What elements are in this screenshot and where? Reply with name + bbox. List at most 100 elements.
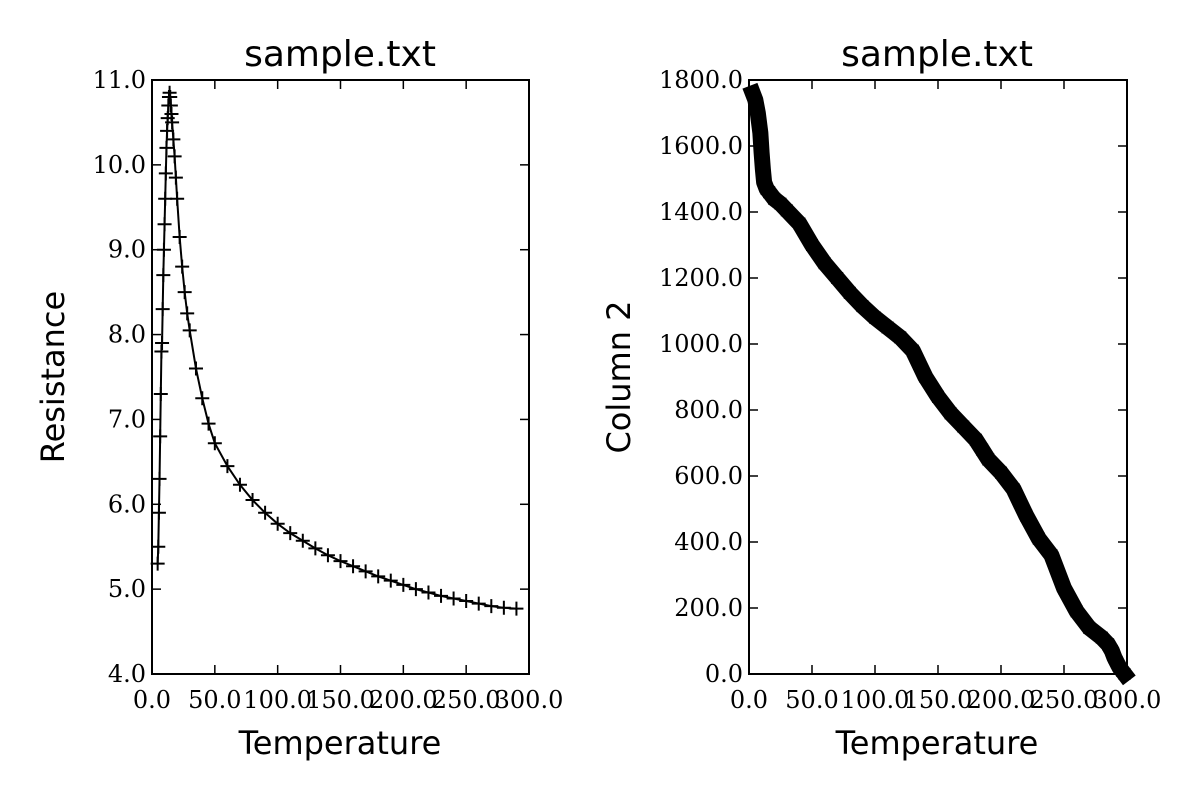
data-point [156,242,171,257]
data-point [270,516,285,531]
y-tick-label: 200.0 [674,594,743,622]
data-point [1083,621,1096,634]
data-point [843,286,856,299]
y-tick-label: 1400.0 [659,198,743,226]
x-tick-label: 0.0 [730,686,768,714]
y-tick-label: 1800.0 [659,66,743,94]
data-point [751,107,764,119]
data-point [780,204,793,217]
data-point [232,477,247,492]
y-tick-label: 10.0 [93,151,146,179]
plot-frame [151,79,530,675]
data-point [383,573,398,588]
x-tick-label: 50.0 [785,686,838,714]
data-point [446,591,461,606]
data-point [982,453,995,466]
data-point [153,429,168,444]
data-point [869,311,881,324]
y-tick-label: 1200.0 [659,264,743,292]
data-point [471,596,486,611]
data-point [152,471,167,486]
data-point [969,433,982,446]
data-point [182,323,197,338]
y-tick-label: 4.0 [108,660,146,688]
plot-area: 0.0 50.0 100.0150.0200.0250.0300.00.0200.0… [659,66,1161,714]
y-tick-label: 9.0 [108,236,146,264]
data-point [157,217,172,232]
data-point [976,443,989,456]
x-tick-label: 100.0 [841,686,910,714]
data-point [245,493,260,508]
data-point [944,407,957,420]
data-point [165,115,180,130]
data-point [755,146,768,159]
y-tick-label: 6.0 [108,490,146,518]
data-point [156,268,171,283]
y-axis-label: Resistance [34,291,72,463]
data-point [932,390,944,403]
data-point [158,191,173,206]
data-point [153,386,168,401]
y-tick-label: 11.0 [93,66,146,94]
series-line [156,92,517,610]
data-point [320,548,335,563]
data-point [496,600,511,615]
data-point [1013,496,1026,509]
data-point [308,541,323,556]
x-tick-label: 150.0 [306,686,375,714]
x-tick-label: 300.0 [495,686,564,714]
data-point [509,601,524,616]
x-tick-label: 0.0 [133,686,171,714]
data-point [818,257,831,270]
y-tick-label: 400.0 [674,528,743,556]
data-point [160,123,175,138]
data-point [295,533,310,548]
data-point [1070,605,1083,618]
data-point [175,259,190,274]
data-point [220,459,235,474]
data-point [258,505,273,520]
data-point [749,93,762,106]
chart-panel-resistance: sample.txt Temperature Resistance 0.0 50.… [34,34,563,762]
data-point [434,588,449,603]
data-point [177,285,192,300]
data-point [1058,582,1070,595]
data-point [484,599,499,614]
y-tick-label: 7.0 [108,405,146,433]
data-point [1045,549,1058,562]
data-point [151,505,166,520]
x-axis-label: Temperature [835,724,1039,762]
data-point [1051,565,1064,578]
plot-frame [748,79,1128,675]
x-tick-label: 250.0 [432,686,501,714]
y-tick-label: 800.0 [674,396,743,424]
x-tick-label: 250.0 [1030,686,1099,714]
data-point [201,416,216,431]
x-tick-label: 300.0 [1093,686,1162,714]
data-point [283,526,298,541]
y-tick-label: 5.0 [108,575,146,603]
data-point [1032,532,1045,545]
y-axis-label: Column 2 [600,300,638,453]
data-point [168,170,183,185]
data-point [346,559,361,574]
data-point [806,239,818,251]
data-point [881,321,894,334]
x-tick-label: 50.0 [188,686,241,714]
data-point [913,357,926,370]
data-point [158,166,173,181]
data-point [856,300,869,313]
y-tick-label: 600.0 [674,462,743,490]
data-point [793,217,806,230]
data-point [906,344,919,357]
chart-title: sample.txt [841,34,1033,75]
data-point [159,140,174,155]
data-point [756,163,769,176]
data-point [358,564,373,579]
data-point [155,302,170,317]
data-point [167,149,182,164]
data-point [831,272,844,284]
data-point [333,554,348,569]
